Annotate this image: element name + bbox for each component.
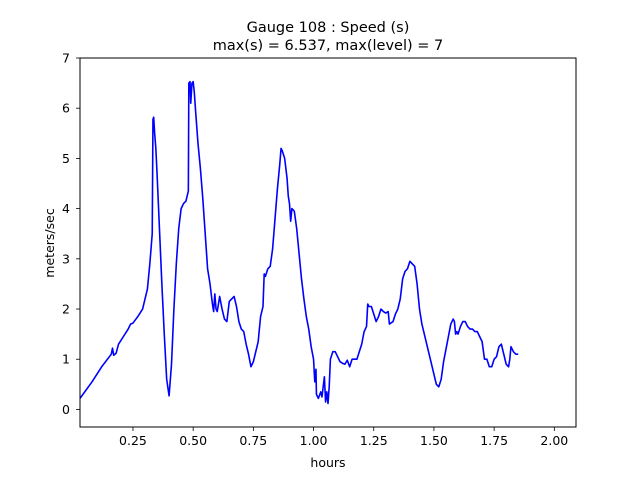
y-tick-label: 7	[62, 51, 70, 66]
x-tick-label: 1.50	[420, 433, 448, 448]
plot-area	[79, 57, 577, 428]
x-tick-label: 2.00	[540, 433, 568, 448]
y-axis-label: meters/sec	[42, 208, 57, 278]
y-tick-label: 3	[62, 251, 70, 266]
x-tick-label: 1.25	[360, 433, 388, 448]
y-tick-label: 6	[62, 101, 70, 116]
x-axis-label: hours	[310, 455, 345, 470]
x-axis-ticks: 0.25 0.50 0.75 1.00 1.25 1.50 1.75 2.00	[119, 427, 568, 448]
x-tick-label: 1.00	[300, 433, 328, 448]
x-tick-label: 0.75	[239, 433, 267, 448]
x-tick-label: 1.75	[480, 433, 508, 448]
plot-frame	[79, 57, 577, 428]
plot-background	[80, 58, 576, 427]
y-tick-label: 5	[62, 151, 70, 166]
y-tick-label: 2	[62, 302, 70, 317]
y-tick-label: 4	[62, 201, 70, 216]
y-tick-label: 1	[62, 352, 70, 367]
x-tick-label: 0.25	[119, 433, 147, 448]
chart-title-line1: Gauge 108 : Speed (s)	[247, 20, 410, 36]
y-axis-ticks: 0 1 2 3 4 5 6 7	[62, 51, 80, 417]
chart-title-line2: max(s) = 6.537, max(level) = 7	[213, 38, 444, 54]
x-tick-label: 0.50	[179, 433, 207, 448]
series-layer	[79, 80, 519, 405]
series-line-0	[79, 80, 519, 405]
y-tick-label: 0	[62, 402, 70, 417]
